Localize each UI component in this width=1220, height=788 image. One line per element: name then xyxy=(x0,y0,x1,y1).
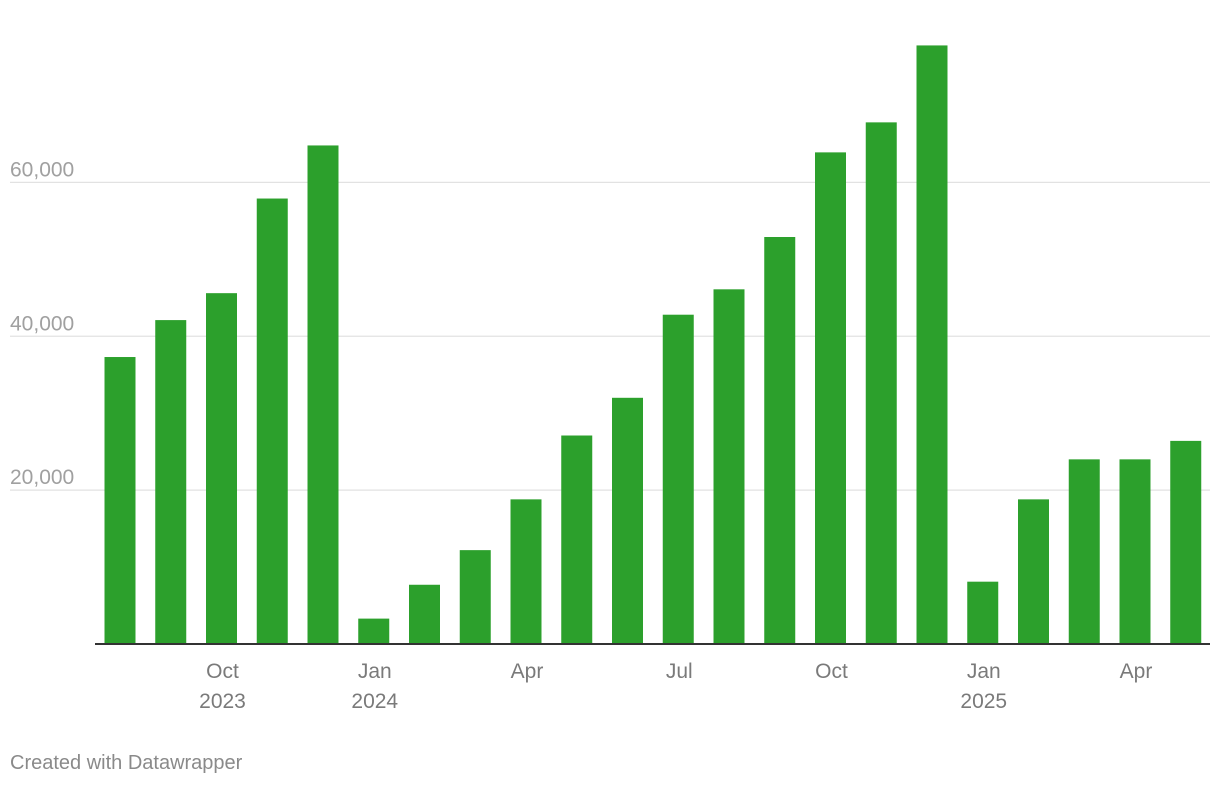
y-axis-tick-labels: 20,000 40,000 60,000 xyxy=(10,158,74,489)
x-tick-label: Oct xyxy=(206,660,239,683)
x-axis-tick-labels: Oct 2023 Jan 2024 Apr Jul Oct Jan 2025 Apr xyxy=(199,660,1152,713)
bar xyxy=(764,237,796,645)
y-tick-label: 60,000 xyxy=(10,158,74,181)
bar xyxy=(612,397,643,644)
x-tick-label: Jan xyxy=(358,660,392,683)
bar xyxy=(510,499,542,644)
bar xyxy=(459,550,491,644)
bar xyxy=(865,122,897,644)
bar xyxy=(358,618,390,644)
x-tick-label: Apr xyxy=(511,660,544,683)
x-tick-year-label: 2025 xyxy=(960,690,1007,713)
credit-text: Created with Datawrapper xyxy=(10,752,243,774)
y-tick-label: 20,000 xyxy=(10,466,74,489)
bar xyxy=(155,320,187,644)
y-tick-label: 40,000 xyxy=(10,312,74,335)
bar xyxy=(561,435,593,644)
x-tick-year-label: 2023 xyxy=(199,690,246,713)
bar xyxy=(104,357,136,644)
bar xyxy=(916,45,948,644)
bars xyxy=(104,45,1202,645)
gridlines xyxy=(10,181,1210,491)
x-tick-label: Apr xyxy=(1120,660,1153,683)
bar xyxy=(206,293,237,644)
x-tick-label: Jul xyxy=(666,660,693,683)
bar xyxy=(713,289,745,644)
bar xyxy=(1170,440,1202,644)
x-tick-label: Jan xyxy=(967,660,1001,683)
x-tick-year-label: 2024 xyxy=(351,690,398,713)
bar xyxy=(967,581,999,644)
bar xyxy=(1018,499,1049,644)
bar xyxy=(409,584,440,644)
bar xyxy=(815,152,846,644)
bar xyxy=(1068,459,1100,644)
bar xyxy=(1119,459,1151,644)
bar xyxy=(662,314,694,644)
x-tick-label: Oct xyxy=(815,660,848,683)
bar xyxy=(307,145,339,644)
bar xyxy=(256,198,288,645)
